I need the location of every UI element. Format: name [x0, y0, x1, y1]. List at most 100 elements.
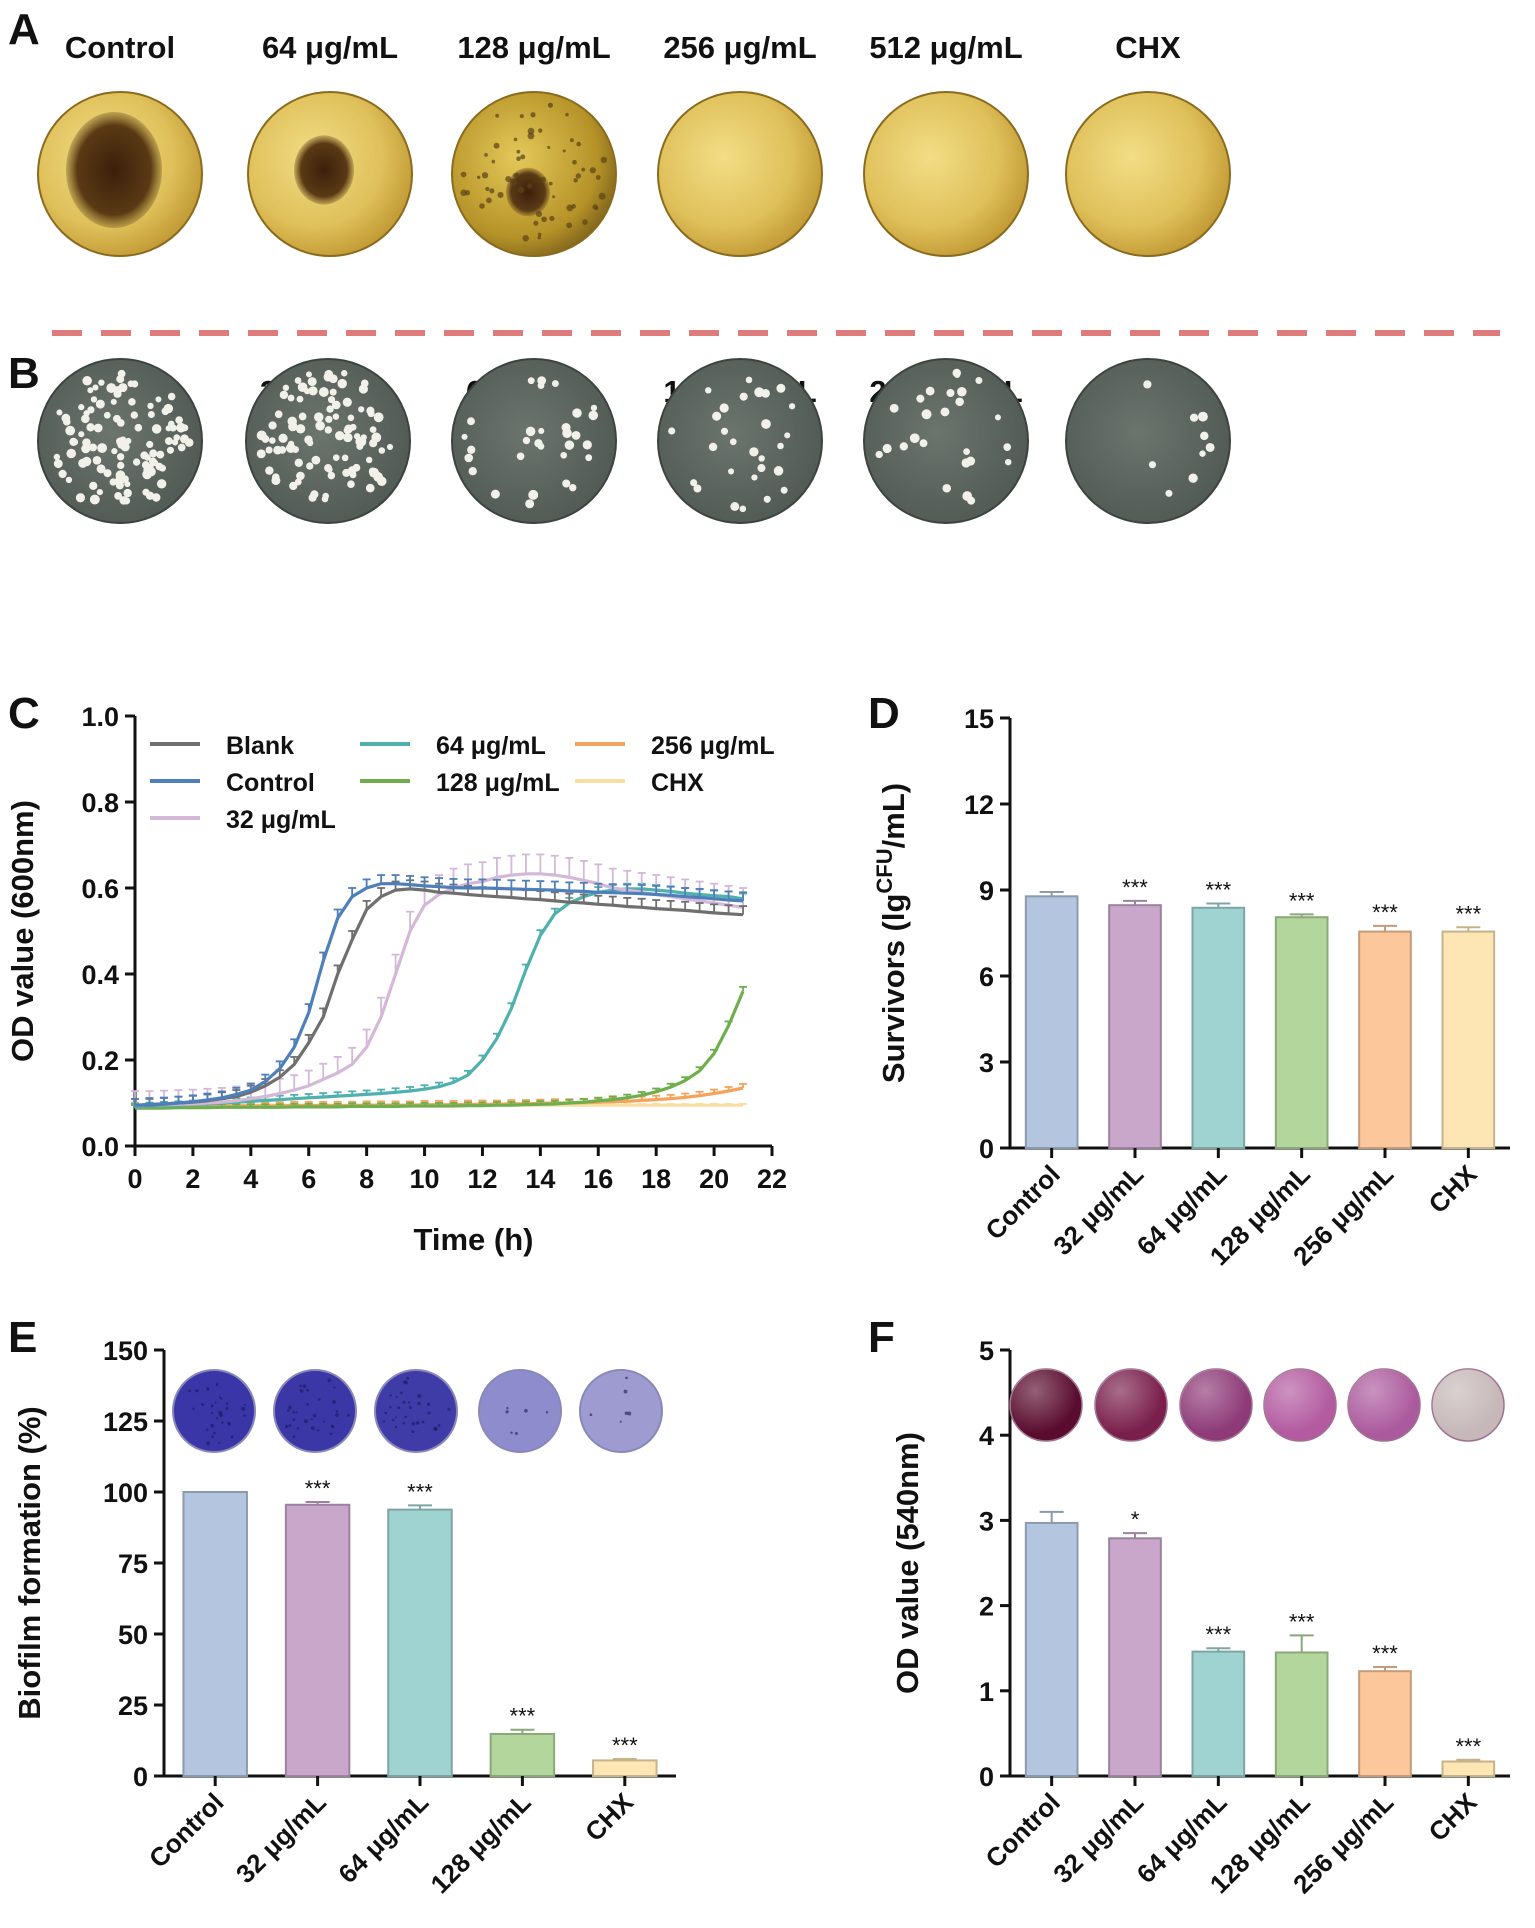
colony — [282, 384, 290, 391]
colony — [730, 502, 740, 511]
well-speckle — [195, 1389, 199, 1393]
colony — [58, 469, 67, 479]
y-tick-label: 150 — [103, 1336, 148, 1366]
colony — [308, 386, 318, 396]
y-axis-title: OD value (600nm) — [5, 800, 40, 1062]
colony — [899, 442, 908, 451]
colony — [256, 449, 266, 459]
x-tick-label: 16 — [583, 1164, 613, 1194]
well-highlight — [1180, 1369, 1252, 1441]
well-speckle — [216, 1382, 219, 1385]
speckle — [513, 173, 518, 178]
colony — [955, 397, 964, 407]
colony — [582, 440, 592, 450]
y-tick-label: 0 — [979, 1134, 994, 1164]
colony — [358, 406, 365, 413]
well-speckle — [408, 1406, 412, 1410]
colony — [467, 417, 475, 426]
colony — [92, 384, 99, 391]
x-axis-title: Time (h) — [414, 1222, 534, 1257]
speckle — [489, 188, 495, 194]
colony — [758, 455, 765, 462]
colony — [81, 414, 90, 424]
well-speckle — [407, 1401, 411, 1404]
x-tick-label: 18 — [641, 1164, 671, 1194]
colony — [942, 483, 952, 493]
colony — [318, 387, 329, 397]
colony — [875, 450, 883, 459]
dark-spot — [506, 167, 550, 217]
colony — [720, 427, 729, 435]
colony — [66, 448, 77, 459]
speckle — [562, 149, 566, 153]
bar — [1191, 1650, 1246, 1778]
series-line — [135, 887, 744, 1107]
colony — [1004, 458, 1012, 466]
well-speckle — [288, 1424, 292, 1428]
well-speckle — [437, 1424, 441, 1427]
bar — [1358, 1670, 1412, 1777]
colony — [89, 481, 98, 490]
speckle — [491, 159, 496, 164]
speckle — [520, 154, 526, 160]
colony — [946, 388, 955, 397]
well-speckle — [216, 1417, 219, 1420]
speckle — [549, 215, 555, 222]
colony — [175, 416, 183, 424]
y-tick-label: 50 — [118, 1620, 148, 1650]
well-speckle — [296, 1427, 300, 1430]
well-speckle — [327, 1378, 332, 1383]
well-speckle — [213, 1431, 216, 1435]
speckle — [486, 197, 492, 204]
colony — [111, 448, 118, 455]
well-speckle — [287, 1409, 290, 1412]
colony — [712, 411, 722, 421]
speckle — [569, 138, 574, 143]
colony — [1143, 380, 1152, 389]
well-speckle — [395, 1396, 398, 1399]
x-tick-label: 22 — [757, 1164, 787, 1194]
well-speckle — [302, 1384, 307, 1388]
well-speckle — [210, 1423, 215, 1428]
speckle — [485, 186, 490, 191]
series-line — [134, 887, 744, 1109]
panel-a: A Control 64 μg/mL 128 μg/mL 256 μg/mL 512 μ… — [8, 5, 1231, 257]
colony — [776, 383, 786, 393]
colony — [739, 392, 748, 401]
colony — [693, 484, 702, 493]
agar-plate — [245, 358, 411, 524]
panel-d-letter: D — [868, 689, 900, 738]
speckle — [537, 232, 542, 237]
well-speckle — [292, 1418, 296, 1421]
well-speckle — [506, 1406, 509, 1410]
well-speckle — [206, 1441, 211, 1446]
y-tick-label: 0.8 — [81, 788, 119, 818]
colony — [324, 464, 332, 472]
colony — [158, 465, 165, 472]
colony — [490, 489, 500, 499]
well-speckle — [329, 1432, 333, 1436]
y-tick-label: 125 — [103, 1407, 148, 1437]
colony — [356, 442, 364, 450]
legend-label: CHX — [651, 769, 704, 797]
series-128gmL — [131, 986, 748, 1110]
colony — [331, 400, 341, 410]
colony — [78, 431, 85, 438]
well-speckle — [210, 1404, 214, 1408]
colony — [156, 450, 165, 459]
colony — [311, 455, 321, 465]
panel-a-letter: A — [8, 5, 40, 54]
colony — [110, 398, 117, 405]
speckle — [571, 204, 576, 209]
well-speckle — [241, 1406, 246, 1411]
colony — [75, 493, 86, 503]
well-speckle — [347, 1414, 350, 1417]
colony — [143, 466, 152, 475]
colony — [166, 446, 174, 454]
colony — [344, 424, 354, 434]
series-line — [135, 990, 745, 1110]
x-tick-label: 4 — [243, 1164, 258, 1194]
colony — [120, 442, 130, 452]
y-tick-label: 1 — [979, 1677, 994, 1707]
